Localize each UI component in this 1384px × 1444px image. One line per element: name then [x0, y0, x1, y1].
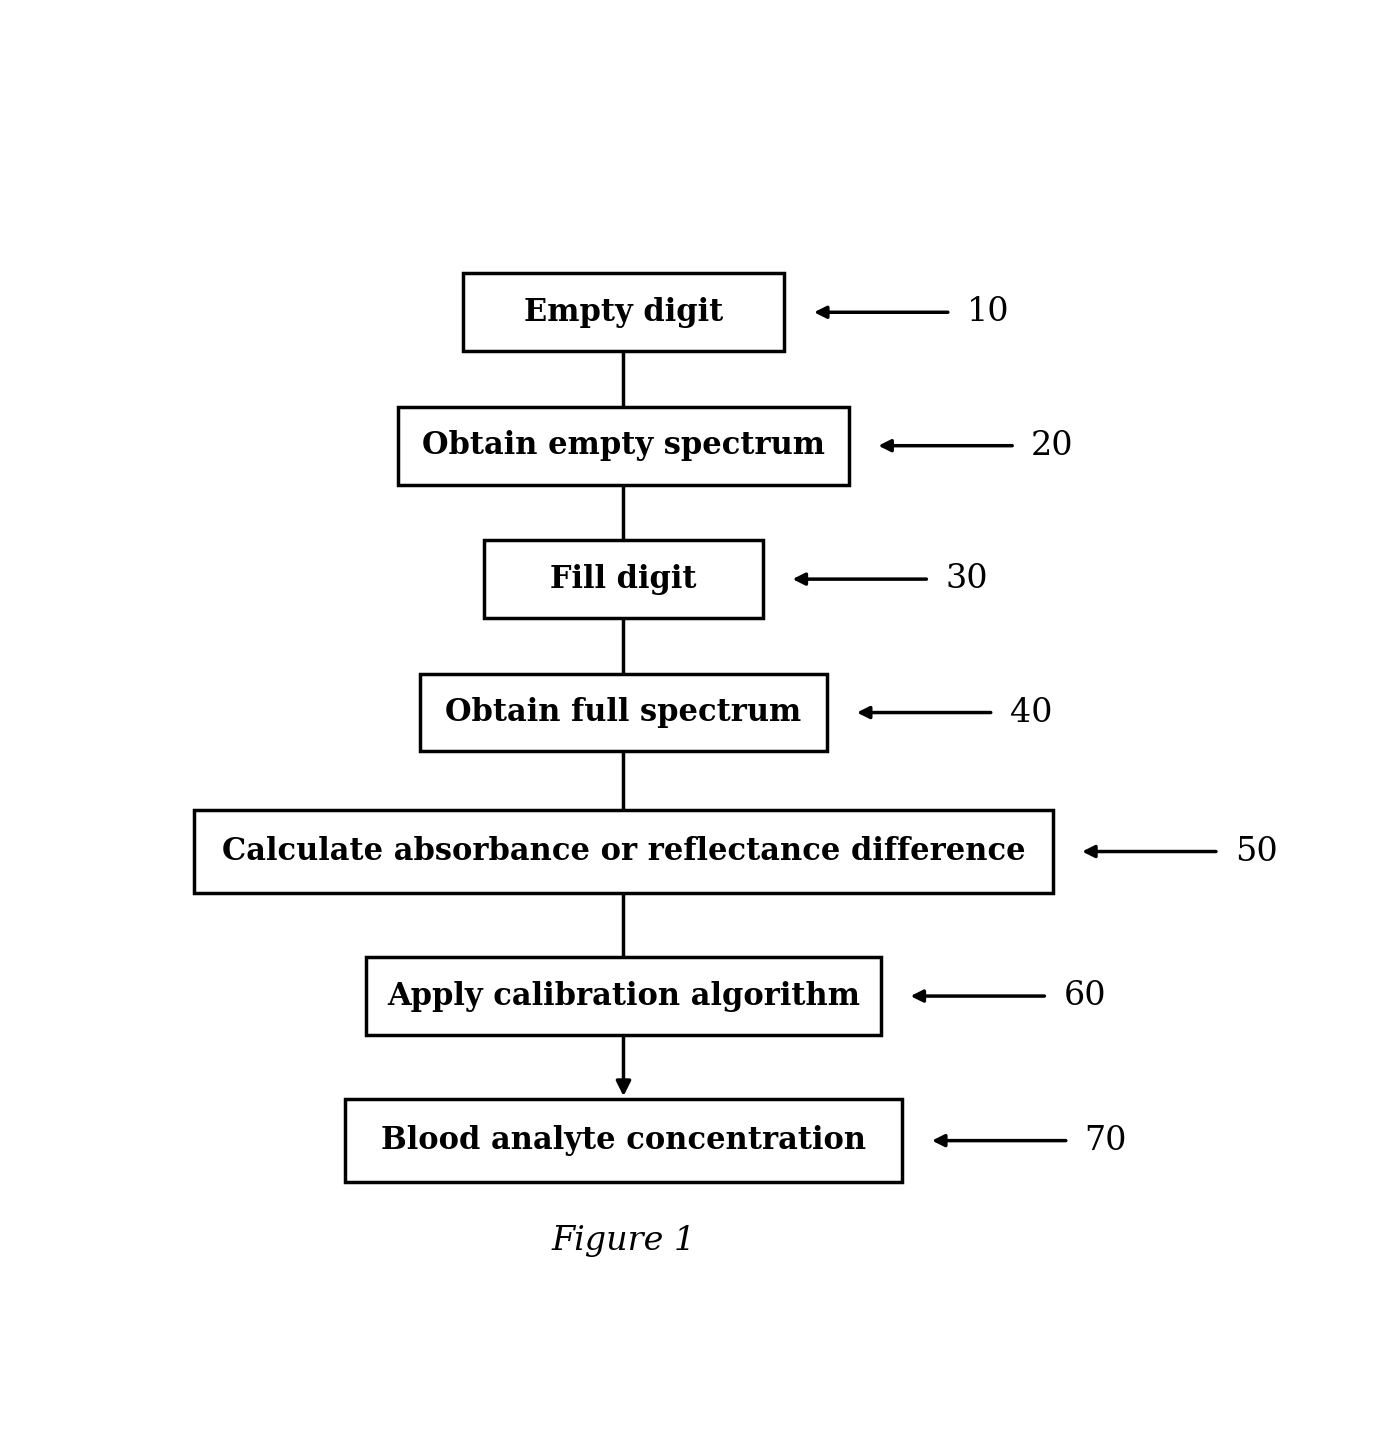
Text: 20: 20: [1031, 430, 1074, 462]
Text: Obtain empty spectrum: Obtain empty spectrum: [422, 430, 825, 461]
Text: Blood analyte concentration: Blood analyte concentration: [381, 1125, 866, 1157]
FancyBboxPatch shape: [462, 273, 785, 351]
Text: Apply calibration algorithm: Apply calibration algorithm: [388, 980, 859, 1012]
Text: Empty digit: Empty digit: [525, 297, 722, 328]
Text: 50: 50: [1235, 836, 1277, 868]
Text: 70: 70: [1085, 1125, 1127, 1157]
FancyBboxPatch shape: [419, 673, 828, 751]
Text: Obtain full spectrum: Obtain full spectrum: [446, 697, 801, 728]
Text: 40: 40: [1010, 696, 1052, 729]
Text: Calculate absorbance or reflectance difference: Calculate absorbance or reflectance diff…: [221, 836, 1026, 866]
FancyBboxPatch shape: [345, 1099, 902, 1183]
Text: 10: 10: [966, 296, 1009, 328]
FancyBboxPatch shape: [399, 407, 848, 485]
Text: Fill digit: Fill digit: [551, 563, 696, 595]
FancyBboxPatch shape: [194, 810, 1053, 894]
Text: Figure 1: Figure 1: [551, 1225, 696, 1256]
Text: 60: 60: [1063, 980, 1106, 1012]
FancyBboxPatch shape: [484, 540, 763, 618]
Text: 30: 30: [945, 563, 988, 595]
FancyBboxPatch shape: [365, 957, 880, 1035]
